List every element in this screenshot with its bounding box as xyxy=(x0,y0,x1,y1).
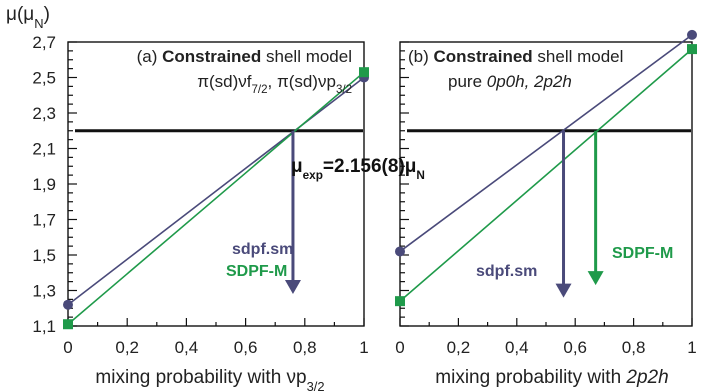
panel-b-x-ticks: 0 0,2 0,4 0,6 0,8 1 xyxy=(395,318,697,357)
intersection-arrow-head xyxy=(587,271,604,286)
series-line-sdpf-m xyxy=(67,71,365,325)
panel-a-title: (a) Constrained shell model xyxy=(137,47,352,66)
panel-a: 1,1 1,3 1,5 1,7 1,9 2,1 2,3 2,5 2,7 0 0,2 0,4 0,6 0,… xyxy=(32,33,369,392)
data-point-square xyxy=(687,44,697,55)
series-label-sdpf-m: SDPF-M xyxy=(226,263,287,280)
series-label-sdpf-sm: sdpf.sm xyxy=(232,241,293,258)
series-label-sdpf-sm: sdpf.sm xyxy=(476,263,537,280)
series-line-sdpf-sm xyxy=(399,34,693,253)
panel-a-subtitle: π(sd)νf7/2, π(sd)νp3/2 xyxy=(197,72,352,96)
panel-a-series xyxy=(63,67,369,330)
data-point-square xyxy=(63,319,73,330)
y-tick-label: 2,5 xyxy=(32,69,56,88)
y-axis-label: μ(μN) xyxy=(6,4,50,31)
panel-a-x-axis-label: mixing probability with νp3/2 xyxy=(95,367,324,392)
y-tick-label: 1,7 xyxy=(32,211,56,230)
x-tick-label: 0,4 xyxy=(175,338,199,357)
x-tick-label: 0,2 xyxy=(447,338,471,357)
y-tick-label: 1,5 xyxy=(32,246,56,265)
panel-a-x-ticks: 0 0,2 0,4 0,6 0,8 1 xyxy=(63,318,369,357)
panel-b-title: (b) Constrained shell model xyxy=(408,47,623,66)
panel-b: 0 0,2 0,4 0,6 0,8 1 (b) Constrained shell mod… xyxy=(395,29,697,388)
series-line-sdpf-sm xyxy=(67,76,365,306)
x-tick-label: 0 xyxy=(63,338,72,357)
data-point-circle xyxy=(395,246,405,257)
y-tick-label: 2,1 xyxy=(32,140,56,159)
x-tick-label: 1 xyxy=(359,338,368,357)
x-tick-label: 0,8 xyxy=(293,338,317,357)
data-point-square xyxy=(395,296,405,307)
x-tick-label: 1 xyxy=(687,338,696,357)
panel-b-subtitle: pure 0p0h, 2p2h xyxy=(448,72,572,91)
y-tick-label: 1,9 xyxy=(32,175,56,194)
panel-b-series xyxy=(395,29,697,307)
x-tick-label: 0,6 xyxy=(234,338,258,357)
x-tick-label: 0,4 xyxy=(505,338,529,357)
series-labels: sdpf.sm SDPF-M sdpf.sm SDPF-M xyxy=(226,241,673,280)
data-point-square xyxy=(359,67,369,78)
series-line-sdpf-m xyxy=(399,48,693,302)
y-tick-label: 2,3 xyxy=(32,104,56,123)
y-tick-label: 2,7 xyxy=(32,33,56,52)
experimental-value-label: μexp=2.156(8)μN xyxy=(291,156,425,182)
panel-b-y-ticks xyxy=(400,41,409,327)
x-tick-label: 0,8 xyxy=(622,338,646,357)
y-tick-label: 1,3 xyxy=(32,282,56,301)
x-tick-label: 0 xyxy=(395,338,404,357)
panel-a-y-ticks: 1,1 1,3 1,5 1,7 1,9 2,1 2,3 2,5 2,7 xyxy=(32,33,77,336)
data-point-circle xyxy=(687,29,697,40)
x-tick-label: 0,6 xyxy=(563,338,587,357)
series-label-sdpf-m: SDPF-M xyxy=(612,245,673,262)
panel-b-x-axis-label: mixing probability with 2p2h xyxy=(435,367,668,388)
intersection-arrow-head xyxy=(284,280,301,295)
x-tick-label: 0,2 xyxy=(115,338,139,357)
data-point-circle xyxy=(63,299,73,310)
intersection-arrow-head xyxy=(555,283,572,298)
y-tick-label: 1,1 xyxy=(32,317,56,336)
